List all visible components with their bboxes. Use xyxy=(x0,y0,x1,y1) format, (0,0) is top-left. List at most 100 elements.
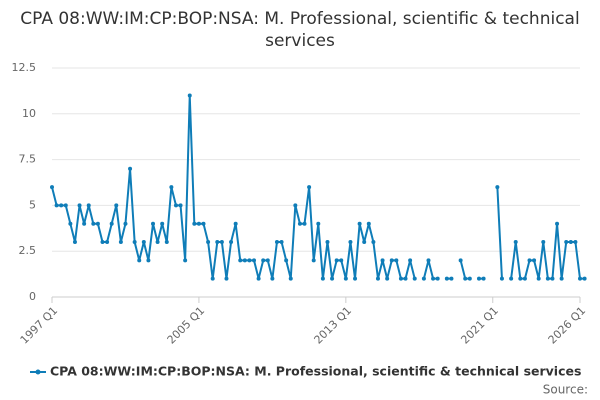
point xyxy=(238,258,243,263)
point xyxy=(100,240,105,245)
point xyxy=(578,276,582,281)
point xyxy=(288,276,293,281)
point xyxy=(109,221,114,226)
point xyxy=(527,258,532,263)
x-tick-label: 1997 Q1 xyxy=(18,304,61,347)
point xyxy=(265,258,270,263)
point xyxy=(59,203,64,208)
point xyxy=(82,221,87,226)
point xyxy=(467,276,472,281)
y-tick-label: 10 xyxy=(22,107,36,120)
point xyxy=(353,276,358,281)
x-tick-label: 2021 Q1 xyxy=(458,304,501,347)
point xyxy=(463,276,468,281)
point xyxy=(247,258,252,263)
point xyxy=(118,240,123,245)
point xyxy=(141,240,146,245)
point xyxy=(532,258,537,263)
point xyxy=(252,258,257,263)
point xyxy=(398,276,403,281)
y-tick-label: 2.5 xyxy=(19,244,37,257)
y-tick-label: 12.5 xyxy=(12,61,37,74)
point xyxy=(137,258,142,263)
point xyxy=(155,240,160,245)
point xyxy=(568,240,573,245)
point xyxy=(371,240,376,245)
point xyxy=(431,276,436,281)
point xyxy=(385,276,390,281)
y-tick-label: 0 xyxy=(29,290,36,303)
point xyxy=(545,276,550,281)
point xyxy=(206,240,211,245)
point xyxy=(183,258,188,263)
point xyxy=(357,221,362,226)
point xyxy=(210,276,215,281)
point xyxy=(196,221,201,226)
point xyxy=(389,258,394,263)
point xyxy=(408,258,413,263)
point xyxy=(215,240,220,245)
source: Source: xyxy=(543,383,588,397)
point xyxy=(426,258,431,263)
point xyxy=(394,258,399,263)
point xyxy=(164,240,169,245)
point xyxy=(219,240,224,245)
point xyxy=(555,221,560,226)
point xyxy=(173,203,178,208)
point xyxy=(151,221,156,226)
point xyxy=(573,240,578,245)
point xyxy=(536,276,541,281)
point xyxy=(72,240,77,245)
point xyxy=(316,221,321,226)
point xyxy=(449,276,454,281)
point xyxy=(366,221,371,226)
point xyxy=(550,276,555,281)
point xyxy=(311,258,316,263)
point xyxy=(274,240,279,245)
point xyxy=(380,258,385,263)
point xyxy=(499,276,504,281)
point xyxy=(114,203,119,208)
point xyxy=(509,276,514,281)
y-tick-label: 5 xyxy=(29,198,36,211)
point xyxy=(160,221,165,226)
point xyxy=(178,203,183,208)
point xyxy=(95,221,100,226)
point xyxy=(564,240,569,245)
point xyxy=(541,240,546,245)
legend-marker xyxy=(35,369,41,375)
point xyxy=(128,166,133,171)
point xyxy=(63,203,68,208)
point xyxy=(146,258,151,263)
point xyxy=(224,276,229,281)
point xyxy=(77,203,82,208)
point xyxy=(123,221,128,226)
point xyxy=(132,240,137,245)
y-tick-label: 7.5 xyxy=(19,153,37,166)
point xyxy=(325,240,330,245)
point xyxy=(495,185,500,190)
point xyxy=(476,276,481,281)
point xyxy=(481,276,486,281)
point xyxy=(293,203,298,208)
point xyxy=(362,240,367,245)
point xyxy=(187,93,192,98)
point xyxy=(343,276,348,281)
point xyxy=(444,276,449,281)
legend-label: CPA 08:WW:IM:CP:BOP:NSA: M. Professional… xyxy=(50,364,581,379)
point xyxy=(105,240,110,245)
point xyxy=(412,276,417,281)
point xyxy=(284,258,289,263)
point xyxy=(256,276,261,281)
point xyxy=(233,221,238,226)
point xyxy=(320,276,325,281)
point xyxy=(297,221,302,226)
point xyxy=(559,276,564,281)
point xyxy=(242,258,247,263)
point xyxy=(375,276,380,281)
point xyxy=(403,276,408,281)
point xyxy=(348,240,353,245)
point xyxy=(270,276,275,281)
point xyxy=(261,258,266,263)
